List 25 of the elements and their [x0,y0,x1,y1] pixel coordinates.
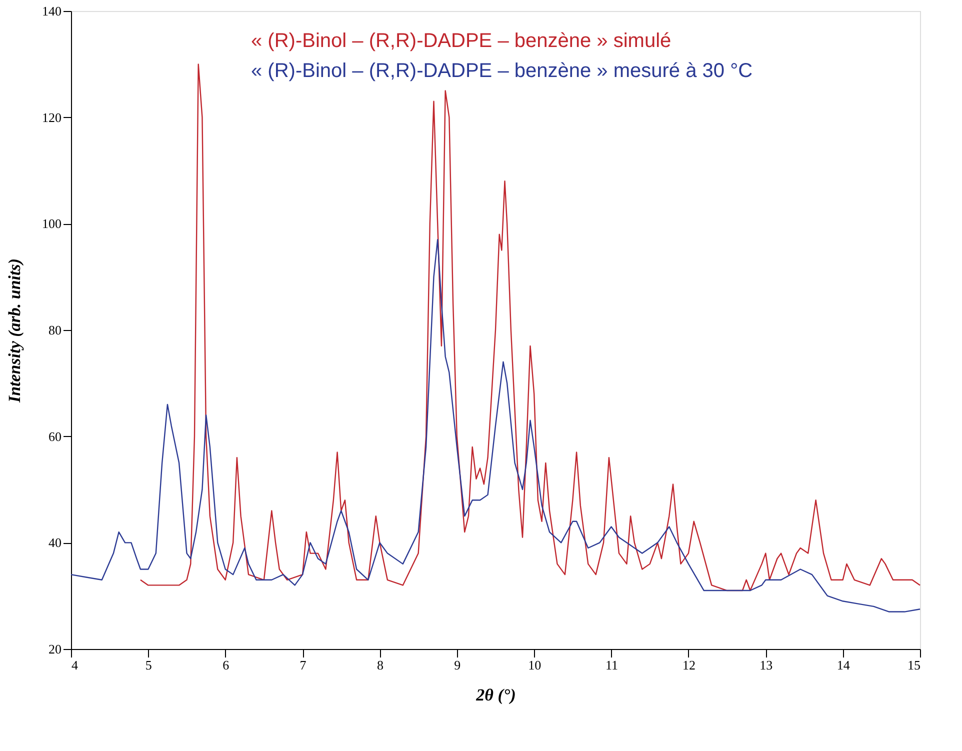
x-tick-label: 7 [300,658,307,672]
y-axis-title: Intensity (arb. units) [5,258,24,404]
x-tick-label: 15 [908,658,920,672]
y-tick-label: 140 [42,4,62,18]
x-tick-label: 9 [454,658,461,672]
y-tick-label: 80 [48,322,62,338]
x-tick-label: 12 [682,658,696,672]
text: « (R)-Binol – (R,R)-DADPE – benzène » mesuré à 30 °C [251,60,753,82]
y-tick-label: 20 [48,642,62,656]
x-axis-title: 2θ (°) [475,686,516,704]
x-tick-label: 8 [376,658,384,672]
x-tick-label: 5 [145,658,152,672]
x-tick-label: 10 [528,658,542,672]
y-tick-label: 60 [48,428,62,444]
x-tick-label: 4 [72,658,78,672]
x-tick-label: 11 [606,658,618,672]
x-tick-label: 6 [222,658,230,672]
y-tick-label: 100 [42,216,62,232]
x-tick-label: 14 [836,658,850,672]
line-series [70,239,921,612]
x-tick-label: 13 [760,658,773,672]
y-tick-label: 120 [42,110,62,125]
y-tick-label: 40 [48,535,62,550]
text: « (R)-Binol – (R,R)-DADPE – benzène » simulé [251,30,672,52]
line-series [140,64,921,592]
